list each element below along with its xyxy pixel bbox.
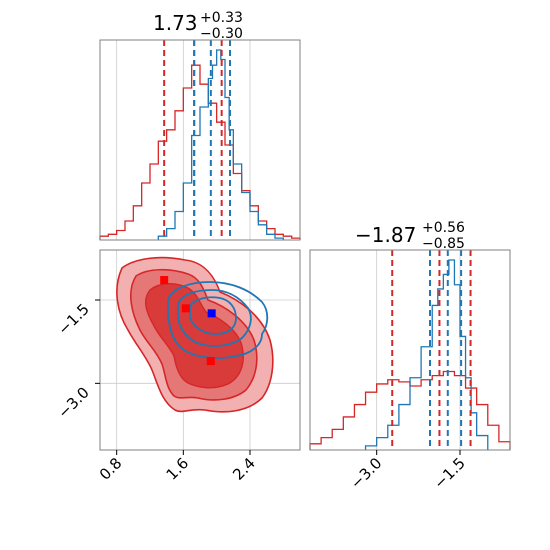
param2-title-lower: −0.85 [422, 236, 465, 252]
param1-quantile-lines [163, 40, 231, 240]
param2-quantile-lines [391, 250, 472, 450]
param2-histograms [309, 259, 511, 450]
red-contour-inner [144, 283, 244, 389]
panel-param2-marginal: −1.87 +0.56 −0.85 −3.0 −1.5 [309, 220, 511, 493]
param1-histograms [99, 49, 301, 240]
param2-x-tick-labels: −3.0 −1.5 [347, 450, 469, 493]
param2-frame [309, 249, 511, 451]
param1-hist-red [99, 64, 301, 240]
param2-grid [376, 250, 461, 450]
param2-hist-blue [364, 259, 489, 450]
joint-ytick-label-1: −3.0 [54, 383, 92, 421]
joint-marker-2 [206, 357, 215, 366]
blue-contour-inner [189, 296, 237, 335]
param2-title-upper: +0.56 [422, 220, 465, 236]
joint-frame [99, 249, 301, 451]
blue-contour-mid [177, 289, 252, 347]
joint-marker-3 [207, 309, 216, 318]
param2-xtick-label-0: −3.0 [347, 454, 385, 492]
param1-title-upper: +0.33 [200, 10, 243, 26]
joint-ytick-label-0: −1.5 [54, 300, 92, 338]
joint-marker-1 [181, 304, 190, 313]
blue-contour-outer [167, 281, 269, 359]
joint-x-tick-labels: 0.8 1.6 2.4 [96, 450, 259, 484]
joint-xtick-label-1: 1.6 [163, 454, 193, 484]
joint-xtick-label-0: 0.8 [96, 454, 126, 484]
panel-param1-marginal: 1.73 +0.33 −0.30 [99, 10, 301, 241]
joint-markers [160, 276, 216, 366]
param2-xtick-label-1: −1.5 [430, 454, 468, 492]
param2-title-value: −1.87 [355, 223, 416, 247]
joint-y-tick-labels: −1.5 −3.0 [54, 299, 100, 422]
param1-frame [99, 39, 301, 241]
joint-xtick-label-2: 2.4 [229, 454, 259, 484]
joint-marker-0 [160, 276, 169, 284]
param1-title-value: 1.73 [153, 11, 198, 35]
param1-title-lower: −0.30 [200, 26, 243, 42]
joint-contours [116, 256, 274, 413]
panel-joint: 0.8 1.6 2.4 −1.5 −3.0 [54, 249, 301, 484]
